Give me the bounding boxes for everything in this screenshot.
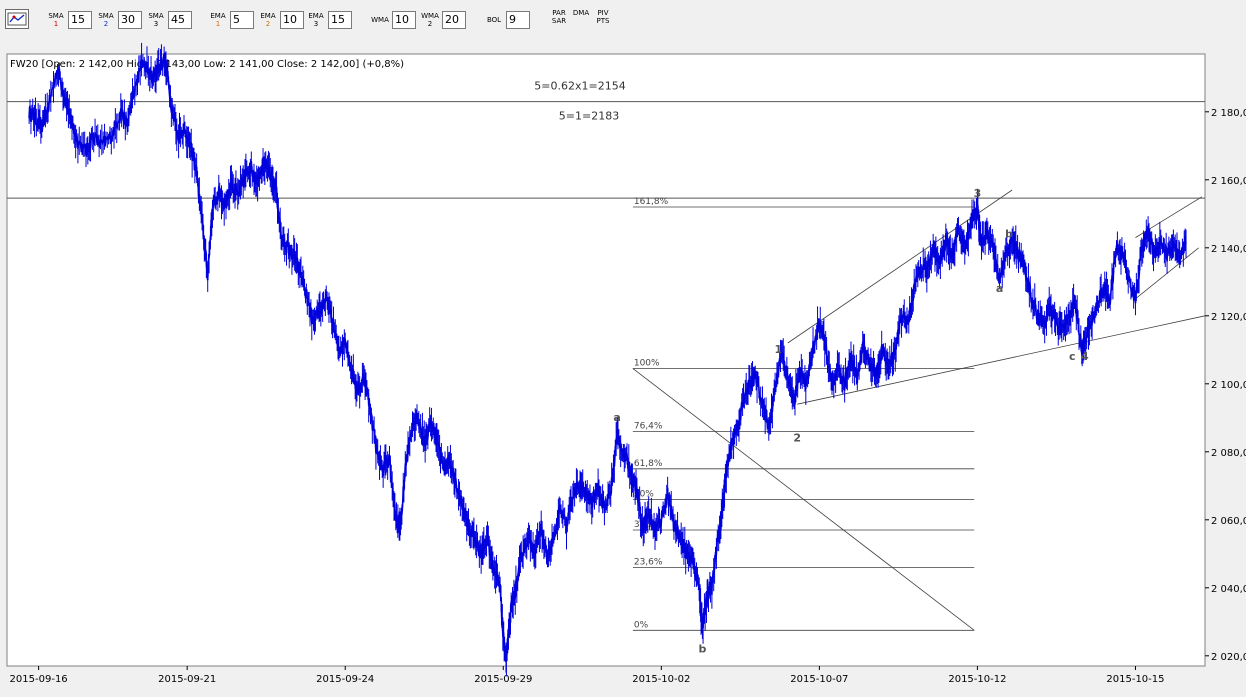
fib-level-label: 0% — [634, 620, 649, 630]
fib-level-label: 76,4% — [634, 421, 663, 431]
wma2-period-input[interactable]: 20 — [442, 11, 466, 29]
x-tick-label: 2015-09-16 — [10, 674, 68, 685]
wma1-name: WMA — [371, 16, 389, 24]
sma2-index: 2 — [103, 20, 109, 28]
piv-pts-button-line1: PIV — [597, 9, 609, 17]
ema1-control: EMA 1 5 — [208, 9, 254, 31]
ema1-period-input[interactable]: 5 — [230, 11, 254, 29]
sma2-label: SMA 2 — [96, 12, 116, 28]
x-tick-label: 2015-10-07 — [790, 674, 848, 685]
wave-label: 2 — [793, 432, 801, 445]
sma1-index: 1 — [53, 20, 59, 28]
ema2-period-input[interactable]: 10 — [280, 11, 304, 29]
chart-tool-button[interactable] — [5, 9, 29, 29]
y-tick-label: 2 180,0 — [1211, 108, 1246, 119]
piv-pts-button-line2: PTS — [596, 17, 610, 25]
wma1-label: WMA — [370, 16, 390, 24]
plot-area[interactable] — [6, 53, 1206, 667]
fib-diagonal-trendline — [632, 368, 975, 631]
sma1-control: SMA 1 15 — [46, 9, 92, 31]
x-tick-label: 2015-10-12 — [948, 674, 1006, 685]
wave-label: c — [1069, 350, 1076, 363]
y-tick-label: 2 160,0 — [1211, 176, 1246, 187]
bol-name: BOL — [486, 16, 502, 24]
sma3-index: 3 — [153, 20, 159, 28]
chart-title: FW20 [Open: 2 142,00 High: 2 143,00 Low:… — [10, 59, 404, 70]
fib-level-label: 61,8% — [634, 459, 663, 469]
fib-level-label: 100% — [634, 359, 660, 369]
y-tick-label: 2 140,0 — [1211, 244, 1246, 255]
par-sar-button[interactable]: PAR SAR — [548, 9, 570, 31]
x-tick-label: 2015-09-24 — [316, 674, 374, 685]
sma3-period-input[interactable]: 45 — [168, 11, 192, 29]
wma2-index: 2 — [427, 20, 433, 28]
x-tick-label: 2015-09-21 — [158, 674, 216, 685]
ema3-control: EMA 3 15 — [306, 9, 352, 31]
sma3-control: SMA 3 45 — [146, 9, 192, 31]
sma3-name: SMA — [148, 12, 164, 20]
y-tick-label: 2 100,0 — [1211, 380, 1246, 391]
chart-tool-icon — [7, 12, 27, 26]
ema1-name: EMA — [210, 12, 226, 20]
y-tick-label: 2 080,0 — [1211, 448, 1246, 459]
wave-label: 1 — [774, 343, 782, 356]
x-tick-label: 2015-10-15 — [1106, 674, 1164, 685]
price-chart[interactable]: 2 020,02 040,02 060,02 080,02 100,02 120… — [0, 36, 1246, 697]
channel-lower-trendline — [797, 315, 1206, 405]
ema2-index: 2 — [265, 20, 271, 28]
sma1-label: SMA 1 — [46, 12, 66, 28]
wave-label: a — [613, 411, 620, 424]
x-tick-label: 2015-09-29 — [474, 674, 532, 685]
bol-control: BOL 9 — [484, 9, 530, 31]
ema2-label: EMA 2 — [258, 12, 278, 28]
wma2-label: WMA 2 — [420, 12, 440, 28]
par-sar-button-line1: PAR — [552, 9, 566, 17]
fib-level-label: 50% — [634, 489, 654, 499]
bol-period-input[interactable]: 9 — [506, 11, 530, 29]
wma2-control: WMA 2 20 — [420, 9, 466, 31]
ema2-name: EMA — [260, 12, 276, 20]
ema1-label: EMA 1 — [208, 12, 228, 28]
ema1-index: 1 — [215, 20, 221, 28]
y-tick-label: 2 060,0 — [1211, 516, 1246, 527]
sma1-name: SMA — [48, 12, 64, 20]
ema3-name: EMA — [308, 12, 324, 20]
fib-level-label: 161,8% — [634, 197, 669, 207]
wave-label: a — [996, 282, 1003, 295]
bol-label: BOL — [484, 16, 504, 24]
sma2-name: SMA — [98, 12, 114, 20]
ema3-index: 3 — [313, 20, 319, 28]
fib-level-label: 23,6% — [634, 557, 663, 567]
indicator-toolbar: SMA 1 15 SMA 2 30 SMA 3 45 EMA 1 5 EMA 2 10 EMA 3 15 WMA 10… — [0, 0, 1246, 36]
sma2-period-input[interactable]: 30 — [118, 11, 142, 29]
wma2-name: WMA — [421, 12, 439, 20]
sma1-period-input[interactable]: 15 — [68, 11, 92, 29]
x-tick-label: 2015-10-02 — [632, 674, 690, 685]
fib-level-label: 38,2% — [634, 520, 663, 530]
wave-label: 4 — [1081, 350, 1089, 363]
wma1-period-input[interactable]: 10 — [392, 11, 416, 29]
par-sar-button-line2: SAR — [551, 17, 567, 25]
dma-button-line1: DMA — [572, 9, 590, 17]
wave-label: b — [1005, 228, 1013, 241]
y-tick-label: 2 120,0 — [1211, 312, 1246, 323]
wave-label: b — [698, 642, 706, 655]
wma1-control: WMA 10 — [370, 9, 416, 31]
y-tick-label: 2 040,0 — [1211, 584, 1246, 595]
y-tick-label: 2 020,0 — [1211, 652, 1246, 663]
dma-button[interactable]: DMA — [570, 9, 592, 31]
target-2183-label: 5=1=2183 — [559, 110, 619, 123]
ema2-control: EMA 2 10 — [258, 9, 304, 31]
target-2154-label: 5=0.62x1=2154 — [534, 80, 625, 93]
wave-label: 3 — [974, 187, 982, 200]
ema3-label: EMA 3 — [306, 12, 326, 28]
sma3-label: SMA 3 — [146, 12, 166, 28]
ema3-period-input[interactable]: 15 — [328, 11, 352, 29]
piv-pts-button[interactable]: PIV PTS — [592, 9, 614, 31]
sma2-control: SMA 2 30 — [96, 9, 142, 31]
